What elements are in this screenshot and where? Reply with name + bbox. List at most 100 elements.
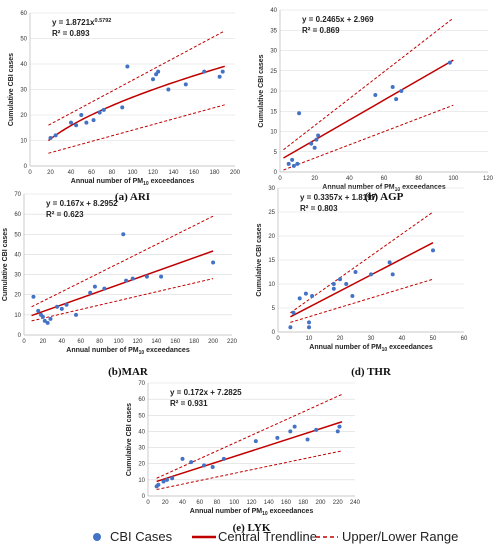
x-tick-label: 40 — [346, 176, 353, 182]
cbi-case-point — [211, 260, 216, 265]
cbi-case-point — [307, 320, 311, 325]
upper-range-line — [31, 215, 214, 308]
cbi-case-point — [350, 294, 355, 298]
cbi-case-point — [156, 482, 161, 487]
cbi-case-point — [307, 325, 311, 330]
x-tick-label: 160 — [170, 339, 181, 345]
r-squared: R² = 0.803 — [300, 204, 338, 213]
cbi-case-point — [130, 276, 135, 281]
cbi-case-point — [394, 97, 399, 102]
x-tick-label: 160 — [281, 500, 292, 506]
cbi-case-point — [102, 286, 107, 291]
legend-label-trend: Central Trendline — [218, 529, 317, 544]
cbi-case-point — [353, 270, 358, 274]
x-tick-label: 40 — [68, 170, 75, 176]
x-tick-label: 0 — [146, 500, 150, 506]
cbi-case-point — [447, 60, 452, 65]
y-tick-label: 60 — [20, 11, 27, 17]
y-axis-label: Cumulative CBI cases — [8, 53, 15, 126]
chart-lyk: 0 10 20 30 40 50 60 70 0 20 40 60 80 100 120 140 160 180 2… — [126, 381, 361, 534]
chart-thr: 0 5 10 15 20 25 30 0 10 20 30 40 50 60 Annual number o… — [256, 186, 468, 378]
cbi-case-point — [221, 456, 226, 461]
cbi-case-point — [310, 294, 315, 298]
r-squared: R² = 0.869 — [302, 26, 340, 35]
chart-caption: (b) AGP — [365, 191, 404, 203]
cbi-case-point — [124, 278, 129, 283]
y-tick-label: 20 — [270, 89, 277, 95]
cbi-case-point — [202, 69, 207, 74]
legend: CBI Cases Central Trendline Upper/Lower Ra… — [93, 529, 458, 544]
central-trendline — [156, 421, 343, 483]
x-tick-label: 120 — [483, 176, 494, 182]
y-tick-label: 30 — [20, 88, 27, 94]
y-tick-label: 20 — [14, 293, 21, 299]
cbi-case-point — [42, 318, 47, 323]
cbi-case-point — [97, 110, 102, 115]
cbi-case-point — [144, 274, 149, 279]
x-tick-label: 20 — [47, 170, 54, 176]
cbi-case-point — [84, 120, 89, 125]
cbi-case-point — [202, 463, 207, 468]
x-tick-label: 100 — [229, 500, 240, 506]
y-tick-label: 10 — [20, 139, 27, 145]
x-tick-label: 200 — [230, 170, 241, 176]
y-tick-label: 60 — [14, 212, 21, 218]
upper-range-line — [156, 393, 343, 479]
r-squared: R² = 0.893 — [52, 29, 90, 38]
cbi-case-point — [295, 161, 300, 166]
cbi-case-point — [189, 460, 194, 465]
upper-range-line — [48, 30, 225, 126]
cbi-case-point — [399, 89, 404, 93]
cbi-case-point — [45, 320, 50, 325]
cbi-case-point — [431, 248, 435, 253]
cbi-case-point — [390, 272, 395, 277]
cbi-case-point — [314, 427, 319, 432]
x-tick-label: 10 — [306, 336, 313, 342]
legend-marker-points — [93, 533, 101, 541]
x-tick-label: 80 — [96, 339, 103, 345]
x-tick-label: 60 — [196, 500, 203, 506]
x-tick-label: 0 — [278, 176, 282, 182]
y-tick-label: 30 — [270, 49, 277, 55]
cbi-case-point — [69, 120, 73, 125]
cbi-case-point — [183, 82, 188, 87]
y-tick-label: 30 — [268, 186, 275, 192]
y-tick-label: 15 — [268, 258, 275, 264]
trend-equation: y = 0.3357x + 1.8197 — [300, 193, 377, 202]
lower-range-line — [283, 104, 454, 171]
y-tick-label: 0 — [18, 333, 22, 339]
x-axis-label: Annual number of PM10 exceedances — [190, 508, 314, 517]
cbi-case-point — [170, 476, 175, 481]
x-tick-label: 0 — [28, 170, 32, 176]
chart-caption: (a) ARI — [115, 191, 150, 203]
cbi-case-point — [53, 133, 58, 138]
trend-equation: y = 1.8721x0.5792 — [52, 18, 111, 27]
x-tick-label: 30 — [368, 336, 375, 342]
central-trendline — [283, 59, 454, 159]
cbi-case-point — [55, 304, 60, 309]
x-tick-label: 40 — [179, 500, 186, 506]
r-squared: R² = 0.931 — [170, 399, 208, 408]
legend-label-points: CBI Cases — [110, 529, 173, 544]
y-tick-label: 25 — [270, 69, 277, 75]
cbi-case-point — [314, 137, 319, 142]
central-trendline — [47, 65, 225, 142]
cbi-case-point — [297, 111, 302, 116]
y-tick-label: 40 — [138, 429, 145, 435]
trend-equation: y = 0.2465x + 2.969 — [302, 15, 374, 24]
cbi-case-point — [156, 69, 161, 74]
x-axis-label: Annual number of PM10 exceedances — [309, 344, 433, 353]
cbi-case-point — [373, 93, 378, 98]
cbi-case-point — [291, 163, 296, 168]
x-tick-label: 220 — [227, 339, 238, 345]
chart-ari: 0 10 20 30 40 50 60 0 20 40 60 80 100 120 140 160 180 200… — [8, 11, 241, 203]
x-tick-label: 80 — [109, 170, 116, 176]
cbi-case-point — [88, 290, 93, 295]
y-tick-label: 25 — [268, 210, 275, 216]
cbi-case-point — [210, 464, 215, 469]
r-squared: R² = 0.623 — [46, 210, 84, 219]
cbi-case-point — [92, 284, 97, 289]
cbi-case-point — [48, 316, 53, 321]
cbi-case-point — [387, 260, 392, 265]
cbi-case-point — [59, 306, 64, 311]
